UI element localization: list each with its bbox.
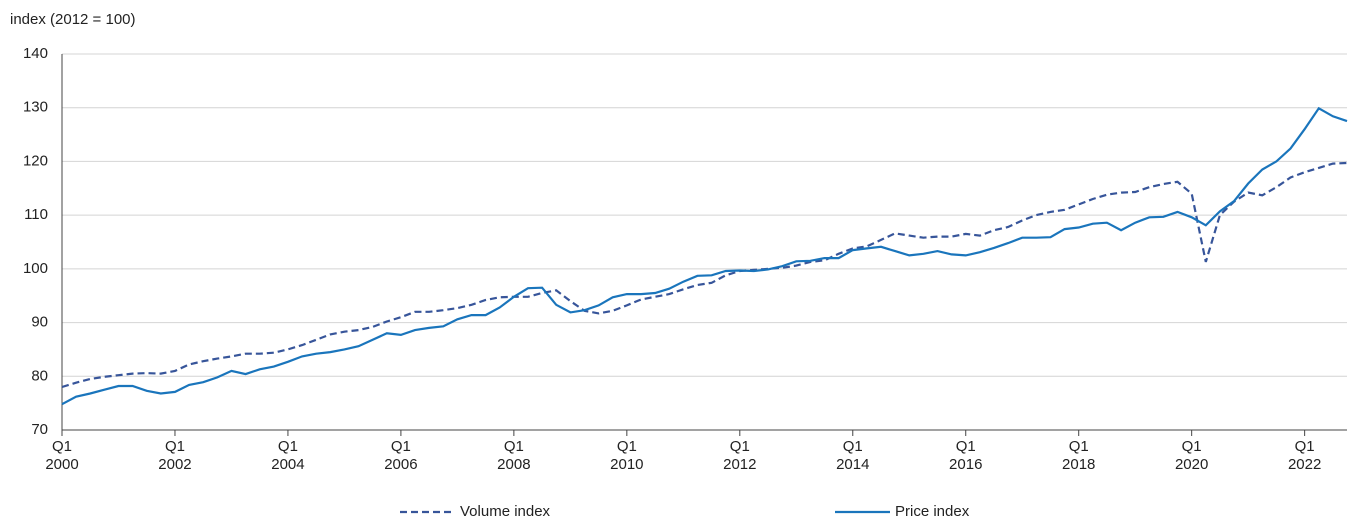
line-series (61, 161, 1348, 389)
x-tick-label: Q1 2002 (158, 438, 192, 473)
y-tick-label: 130 (23, 99, 48, 116)
line-series (61, 106, 1348, 406)
y-tick-label: 70 (31, 421, 48, 438)
x-tick-label: Q1 2004 (271, 438, 305, 473)
y-tick-label: 90 (31, 314, 48, 331)
y-tick-label: 120 (23, 152, 48, 169)
y-tick-label: 100 (23, 260, 48, 277)
x-tick-label: Q1 2022 (1287, 438, 1322, 473)
y-tick-label: 110 (24, 206, 48, 223)
x-tick-label: Q1 2018 (1062, 438, 1096, 473)
y-axis-label: index (2012 = 100) (10, 11, 136, 28)
legend-label: Price index (895, 503, 970, 520)
x-tick-label: Q1 2000 (45, 438, 79, 473)
y-tick-label: 80 (31, 367, 48, 384)
x-tick-label: Q1 2020 (1174, 438, 1209, 473)
x-tick-label: Q1 2010 (610, 438, 644, 473)
y-tick-label: 140 (23, 45, 48, 62)
x-tick-label: Q1 2016 (949, 438, 983, 473)
x-tick-label: Q1 2008 (497, 438, 531, 473)
legend-label: Volume index (460, 503, 551, 520)
x-tick-label: Q1 2014 (836, 438, 870, 473)
x-tick-label: Q1 2012 (723, 438, 757, 473)
x-tick-label: Q1 2006 (384, 438, 418, 473)
